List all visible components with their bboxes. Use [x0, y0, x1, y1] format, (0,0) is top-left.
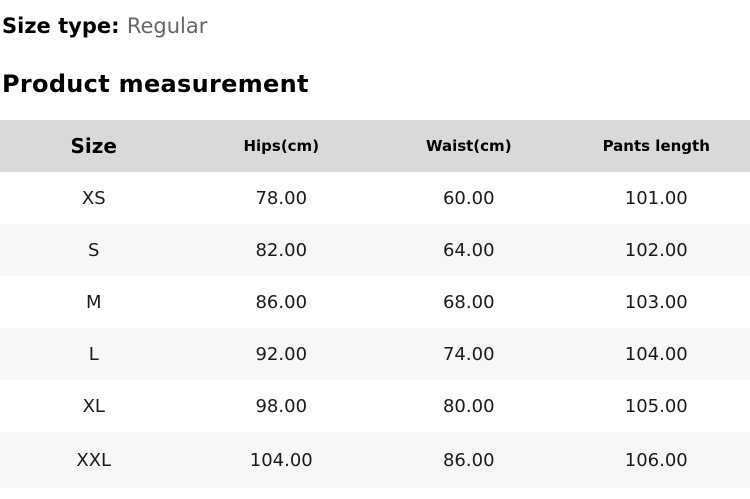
waist-cell: 68.00 — [375, 276, 563, 328]
column-header-size: Size — [0, 120, 188, 172]
hips-cell: 78.00 — [188, 172, 376, 224]
size-type-line: Size type: Regular — [2, 13, 750, 40]
size-type-label: Size type: — [2, 14, 120, 38]
waist-cell: 80.00 — [375, 380, 563, 432]
size-cell: S — [0, 224, 188, 276]
hips-cell: 82.00 — [188, 224, 376, 276]
pants-length-cell: 101.00 — [563, 172, 750, 224]
waist-cell: 64.00 — [375, 224, 563, 276]
table-row: XXL 104.00 86.00 106.00 — [0, 432, 750, 488]
pants-length-cell: 106.00 — [563, 432, 750, 488]
size-type-value: Regular — [127, 14, 208, 38]
table-row: M 86.00 68.00 103.00 — [0, 276, 750, 328]
size-cell: XS — [0, 172, 188, 224]
waist-cell: 60.00 — [375, 172, 563, 224]
pants-length-cell: 104.00 — [563, 328, 750, 380]
table-row: XL 98.00 80.00 105.00 — [0, 380, 750, 432]
measurement-table: Size Hips(cm) Waist(cm) Pants length XS … — [0, 120, 750, 488]
hips-cell: 104.00 — [188, 432, 376, 488]
hips-cell: 98.00 — [188, 380, 376, 432]
column-header-hips: Hips(cm) — [188, 120, 376, 172]
column-header-pants-length: Pants length — [563, 120, 750, 172]
pants-length-cell: 105.00 — [563, 380, 750, 432]
pants-length-cell: 102.00 — [563, 224, 750, 276]
hips-cell: 86.00 — [188, 276, 376, 328]
size-cell: XXL — [0, 432, 188, 488]
column-header-waist: Waist(cm) — [375, 120, 563, 172]
size-cell: M — [0, 276, 188, 328]
table-row: S 82.00 64.00 102.00 — [0, 224, 750, 276]
waist-cell: 74.00 — [375, 328, 563, 380]
hips-cell: 92.00 — [188, 328, 376, 380]
pants-length-cell: 103.00 — [563, 276, 750, 328]
size-cell: L — [0, 328, 188, 380]
waist-cell: 86.00 — [375, 432, 563, 488]
table-body: XS 78.00 60.00 101.00 S 82.00 64.00 102.… — [0, 172, 750, 488]
product-measurement-title: Product measurement — [2, 69, 750, 100]
table-row: XS 78.00 60.00 101.00 — [0, 172, 750, 224]
table-row: L 92.00 74.00 104.00 — [0, 328, 750, 380]
header-row: Size Hips(cm) Waist(cm) Pants length — [0, 120, 750, 172]
table-header: Size Hips(cm) Waist(cm) Pants length — [0, 120, 750, 172]
size-cell: XL — [0, 380, 188, 432]
